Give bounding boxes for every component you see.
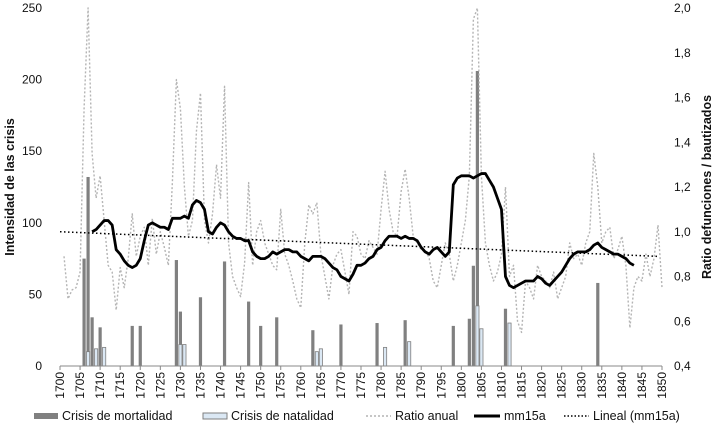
bar-mortalidad-1735 <box>198 297 203 366</box>
bar-natalidad-1812 <box>507 322 512 367</box>
x-tick-label-1785: 1785 <box>394 372 408 399</box>
bar-mortalidad-1804 <box>475 71 479 366</box>
bar-mortalidad-1770 <box>339 324 343 366</box>
legend-label-lineal: Lineal (mm15a) <box>593 409 680 423</box>
bar-mortalidad-1708 <box>90 317 94 366</box>
x-tick-label-1705: 1705 <box>73 372 87 399</box>
x-tick-label-1720: 1720 <box>133 372 147 399</box>
x-tick-label-1825: 1825 <box>555 372 569 399</box>
bar-mortalidad-1786 <box>403 320 407 366</box>
y-right-tick-label-1,4: 1,4 <box>674 135 691 149</box>
bar-mortalidad-1741 <box>222 261 227 366</box>
x-tick-label-1820: 1820 <box>535 372 549 399</box>
x-tick-label-1840: 1840 <box>615 372 629 399</box>
bar-natalidad-1730 <box>178 344 183 367</box>
y-right-tick-label-1,8: 1,8 <box>674 46 691 60</box>
x-tick-label-1805: 1805 <box>474 372 488 399</box>
bar-mortalidad-1729 <box>174 260 178 366</box>
x-tick-label-1725: 1725 <box>153 372 167 399</box>
y-left-tick-label-100: 100 <box>22 216 42 230</box>
x-tick-label-1760: 1760 <box>294 372 308 399</box>
y-left-tick-label-50: 50 <box>29 287 43 301</box>
ticks-layer: 1700 1705 1710 1715 1720 1725 1730 1735 1740 1745… <box>22 1 691 399</box>
x-tick-label-1765: 1765 <box>314 372 328 399</box>
bar-mortalidad-1707 <box>86 176 90 366</box>
y-left-axis-title: Intensidad de las crisis <box>3 118 17 256</box>
x-tick-label-1700: 1700 <box>53 372 67 399</box>
x-tick-label-1845: 1845 <box>635 372 649 399</box>
bar-natalidad-1711 <box>102 346 107 367</box>
y-right-tick-label-0,4: 0,4 <box>674 359 691 373</box>
x-tick-label-1835: 1835 <box>595 372 609 399</box>
y-right-axis-title: Ratio defunciones / bautizados <box>700 95 714 279</box>
x-tick-label-1745: 1745 <box>234 372 248 399</box>
x-tick-label-1850: 1850 <box>655 372 669 399</box>
bar-mortalidad-1718 <box>130 325 134 366</box>
y-left-tick-label-0: 0 <box>35 359 42 373</box>
bar-natalidad-1805 <box>479 328 484 367</box>
x-tick-label-1830: 1830 <box>575 372 589 399</box>
bar-mortalidad-1710 <box>98 327 102 366</box>
x-tick-label-1790: 1790 <box>414 372 428 399</box>
bar-natalidad-1764 <box>314 351 319 367</box>
legend-label-natalidad: Crisis de natalidad <box>231 409 334 423</box>
x-tick-label-1810: 1810 <box>494 372 508 399</box>
bar-mortalidad-1834 <box>596 282 600 366</box>
bar-mortalidad-1779 <box>375 323 379 366</box>
bar-natalidad-1787 <box>407 341 412 367</box>
x-tick-label-1730: 1730 <box>173 372 187 399</box>
legend-swatch-natalidad <box>202 412 228 420</box>
y-left-tick-label-250: 250 <box>22 1 42 15</box>
x-tick-label-1815: 1815 <box>515 372 529 399</box>
y-right-tick-label-0,6: 0,6 <box>674 314 691 328</box>
legend: Crisis de mortalidad Crisis de natalidad… <box>34 409 680 423</box>
bar-mortalidad-1754 <box>275 317 279 366</box>
y-left-tick-label-150: 150 <box>22 144 42 158</box>
x-tick-label-1775: 1775 <box>354 372 368 399</box>
x-tick-label-1770: 1770 <box>334 372 348 399</box>
line-mm15a <box>91 172 635 290</box>
x-tick-label-1750: 1750 <box>254 372 268 399</box>
bar-mortalidad-1763 <box>311 330 315 366</box>
legend-label-mortalidad: Crisis de mortalidad <box>62 409 173 423</box>
bar-mortalidad-1706 <box>82 258 86 366</box>
bar-natalidad-1765 <box>318 348 323 367</box>
y-right-tick-label-1,2: 1,2 <box>674 180 691 194</box>
line-ratio-anual <box>63 7 663 334</box>
y-right-tick-label-2,0: 2,0 <box>674 1 691 15</box>
bar-mortalidad-1811 <box>503 308 508 366</box>
legend-swatch-mortalidad <box>34 413 58 419</box>
bar-natalidad-1731 <box>182 344 187 367</box>
y-right-tick-label-1,6: 1,6 <box>674 91 691 105</box>
x-tick-label-1735: 1735 <box>193 372 207 399</box>
bar-mortalidad-1798 <box>451 325 455 366</box>
x-tick-label-1710: 1710 <box>93 372 107 399</box>
legend-label-mm15a: mm15a <box>504 409 546 423</box>
lines-layer <box>59 7 663 334</box>
bar-natalidad-1781 <box>383 346 388 367</box>
bar-mortalidad-1802 <box>467 318 471 366</box>
y-right-tick-label-1,0: 1,0 <box>674 225 691 239</box>
bar-mortalidad-1803 <box>471 265 475 366</box>
x-tick-label-1795: 1795 <box>434 372 448 399</box>
y-right-tick-label-0,8: 0,8 <box>674 270 691 284</box>
bar-mortalidad-1750 <box>259 325 263 366</box>
bar-mortalidad-1747 <box>247 301 251 366</box>
x-tick-label-1780: 1780 <box>374 372 388 399</box>
y-left-tick-label-200: 200 <box>22 73 42 87</box>
bar-natalidad-1707 <box>86 351 91 367</box>
bar-mortalidad-1730 <box>178 311 182 366</box>
legend-label-ratio: Ratio anual <box>395 409 458 423</box>
x-tick-label-1800: 1800 <box>454 372 468 399</box>
x-tick-label-1715: 1715 <box>113 372 127 399</box>
x-tick-label-1755: 1755 <box>274 372 288 399</box>
bar-mortalidad-1720 <box>138 325 142 366</box>
x-tick-label-1740: 1740 <box>214 372 228 399</box>
bar-natalidad-1804 <box>475 305 480 367</box>
bar-natalidad-1709 <box>94 348 99 367</box>
